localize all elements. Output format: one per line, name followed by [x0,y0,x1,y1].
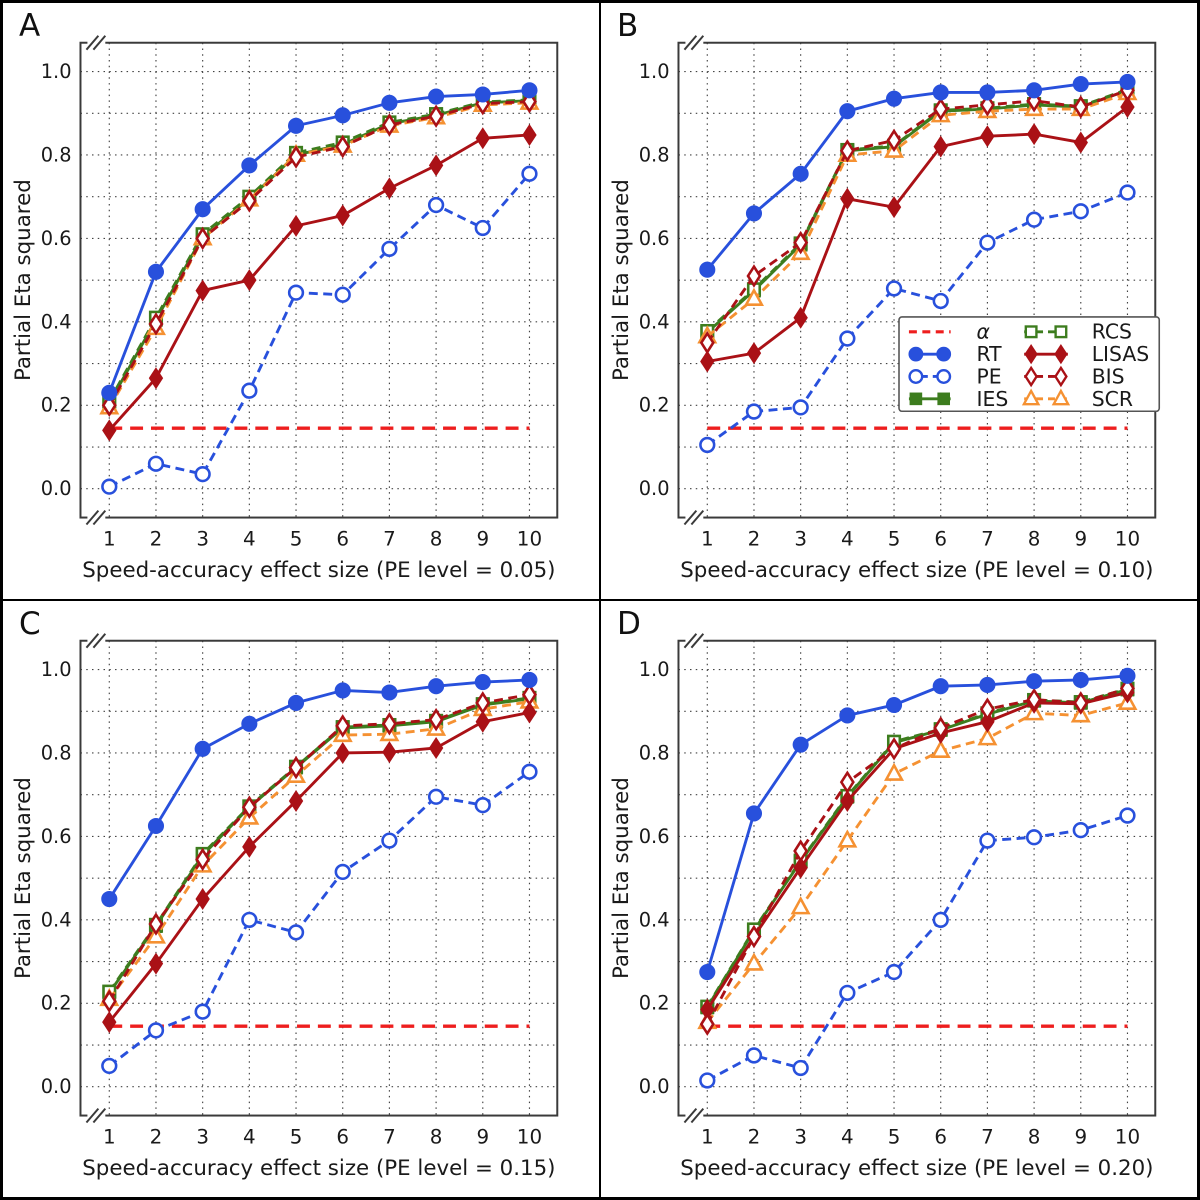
svg-text:8: 8 [1028,527,1041,550]
chart-panel-d: D 0.0 0.2 0.4 0.6 0.8 1.0 1 2 3 4 5 6 7 8 9 10 Speed-acc… [601,601,1197,1197]
svg-text:2: 2 [748,527,761,550]
svg-text:0.4: 0.4 [639,908,670,931]
svg-text:Speed-accuracy effect size (PE: Speed-accuracy effect size (PE level = 0… [82,1156,555,1181]
svg-text:0.4: 0.4 [639,310,670,333]
svg-text:0.8: 0.8 [639,143,670,166]
svg-text:Speed-accuracy effect size (PE: Speed-accuracy effect size (PE level = 0… [680,558,1153,583]
chart-panel-c: C 0.0 0.2 0.4 0.6 0.8 1.0 1 2 3 4 5 6 7 8 9 10 Speed-acc… [3,601,599,1197]
svg-text:5: 5 [888,527,901,550]
svg-text:0.8: 0.8 [41,143,72,166]
svg-text:0.6: 0.6 [41,227,72,250]
svg-text:0.0: 0.0 [41,477,72,500]
svg-text:0.0: 0.0 [639,1075,670,1098]
svg-text:4: 4 [243,1125,256,1148]
svg-text:0.2: 0.2 [41,394,72,417]
svg-text:8: 8 [430,1125,443,1148]
svg-text:1: 1 [103,1125,116,1148]
panel-c-plot: 0.0 0.2 0.4 0.6 0.8 1.0 1 2 3 4 5 6 7 8 9 10 Speed-accur… [11,633,559,1181]
svg-text:Partial Eta squared: Partial Eta squared [11,777,36,979]
svg-text:7: 7 [383,1125,396,1148]
svg-text:0.4: 0.4 [41,908,72,931]
svg-text:10: 10 [517,527,542,550]
svg-text:IES: IES [976,387,1008,411]
svg-text:Speed-accuracy effect size (PE: Speed-accuracy effect size (PE level = 0… [82,558,555,583]
svg-text:3: 3 [794,527,807,550]
panel-a-plot: 0.0 0.2 0.4 0.6 0.8 1.0 1 2 3 4 5 6 7 8 9 10 Speed-accur… [11,35,559,583]
svg-text:1.0: 1.0 [41,60,72,83]
panel-b-plot: 0.0 0.2 0.4 0.6 0.8 1.0 1 2 3 4 5 6 7 8 9 10 Speed-accur… [609,35,1161,583]
svg-text:9: 9 [1074,527,1087,550]
svg-text:0.6: 0.6 [639,825,670,848]
svg-text:RCS: RCS [1092,320,1132,344]
svg-text:3: 3 [196,1125,209,1148]
svg-text:5: 5 [290,527,303,550]
svg-text:9: 9 [476,527,489,550]
svg-text:3: 3 [196,527,209,550]
svg-text:5: 5 [290,1125,303,1148]
svg-text:7: 7 [383,527,396,550]
svg-text:10: 10 [1115,527,1140,550]
svg-text:5: 5 [888,1125,901,1148]
svg-text:7: 7 [981,1125,994,1148]
svg-text:0.8: 0.8 [41,741,72,764]
svg-text:Partial Eta squared: Partial Eta squared [11,179,36,381]
svg-text:8: 8 [430,527,443,550]
svg-text:0.2: 0.2 [41,992,72,1015]
svg-text:7: 7 [981,527,994,550]
svg-text:Speed-accuracy effect size (PE: Speed-accuracy effect size (PE level = 0… [680,1156,1153,1181]
svg-text:LISAS: LISAS [1092,342,1149,366]
svg-text:0.0: 0.0 [41,1075,72,1098]
svg-text:4: 4 [841,527,854,550]
svg-text:1.0: 1.0 [639,658,670,681]
svg-text:2: 2 [150,1125,163,1148]
svg-text:8: 8 [1028,1125,1041,1148]
svg-text:0.0: 0.0 [639,477,670,500]
panel-label-c: C [19,606,41,642]
svg-text:PE: PE [976,364,1001,388]
svg-text:RT: RT [976,342,1002,366]
svg-text:1.0: 1.0 [639,60,670,83]
svg-text:6: 6 [934,1125,947,1148]
panel-label-b: B [617,8,639,44]
chart-panel-a: A 0.0 0.2 0.4 0.6 0.8 1.0 1 2 3 4 5 6 7 8 9 10 Speed-acc… [3,3,599,599]
svg-text:9: 9 [1074,1125,1087,1148]
svg-text:2: 2 [748,1125,761,1148]
svg-text:2: 2 [150,527,163,550]
svg-text:4: 4 [243,527,256,550]
svg-text:α: α [976,320,990,344]
svg-text:1: 1 [701,1125,714,1148]
svg-text:SCR: SCR [1092,387,1133,411]
svg-text:0.6: 0.6 [41,825,72,848]
svg-text:9: 9 [476,1125,489,1148]
svg-text:BIS: BIS [1092,364,1125,388]
svg-text:3: 3 [794,1125,807,1148]
svg-text:0.6: 0.6 [639,227,670,250]
svg-text:0.2: 0.2 [639,394,670,417]
svg-text:6: 6 [336,527,349,550]
svg-text:0.4: 0.4 [41,310,72,333]
svg-text:6: 6 [336,1125,349,1148]
svg-text:1.0: 1.0 [41,658,72,681]
panel-d-plot: 0.0 0.2 0.4 0.6 0.8 1.0 1 2 3 4 5 6 7 8 9 10 Speed-accur… [609,633,1157,1181]
chart-panel-b: B 0.0 0.2 0.4 0.6 0.8 1.0 1 2 3 4 5 6 7 8 9 10 Speed-acc… [601,3,1197,599]
svg-text:4: 4 [841,1125,854,1148]
svg-text:6: 6 [934,527,947,550]
svg-text:0.2: 0.2 [639,992,670,1015]
svg-text:1: 1 [103,527,116,550]
svg-text:1: 1 [701,527,714,550]
panel-label-d: D [617,606,641,642]
panel-label-a: A [19,8,41,44]
svg-text:10: 10 [517,1125,542,1148]
svg-text:0.8: 0.8 [639,741,670,764]
svg-text:10: 10 [1115,1125,1140,1148]
svg-text:Partial Eta squared: Partial Eta squared [609,777,634,979]
svg-text:Partial Eta squared: Partial Eta squared [609,179,634,381]
